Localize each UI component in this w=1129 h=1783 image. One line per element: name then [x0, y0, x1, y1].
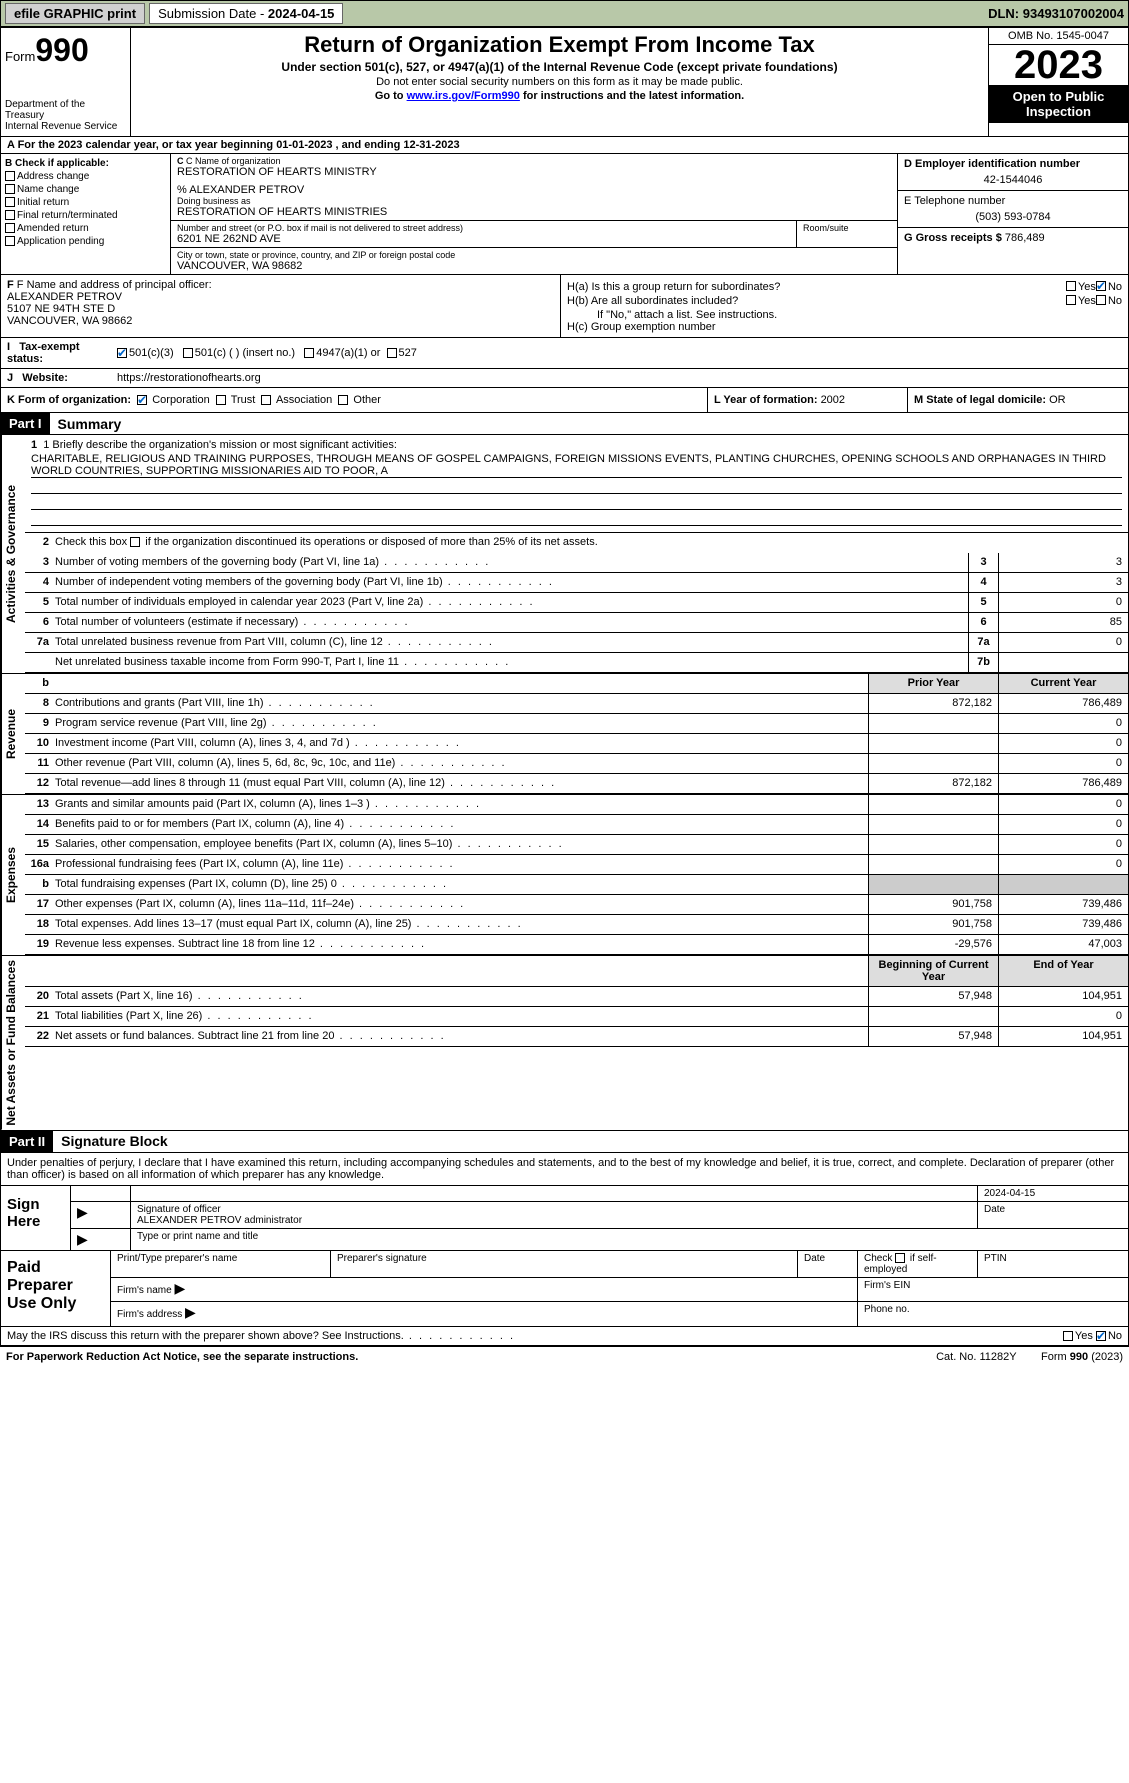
chk-501c[interactable] — [183, 348, 193, 358]
phone-block: E Telephone number (503) 593-0784 — [898, 191, 1128, 228]
state-domicile: M State of legal domicile: OR — [908, 388, 1128, 412]
dln: DLN: 93493107002004 — [988, 6, 1124, 21]
summary-line: 11Other revenue (Part VIII, column (A), … — [25, 754, 1128, 774]
summary-line: bTotal fundraising expenses (Part IX, co… — [25, 875, 1128, 895]
chk-discuss-yes[interactable] — [1063, 1331, 1073, 1341]
ein-block: D Employer identification number 42-1544… — [898, 154, 1128, 191]
city-state-zip: City or town, state or province, country… — [171, 248, 897, 274]
sign-arrow-icon: ▶ — [77, 1204, 88, 1220]
form-title: Return of Organization Exempt From Incom… — [139, 32, 980, 58]
summary-line: 4Number of independent voting members of… — [25, 573, 1128, 593]
vtab-governance: Activities & Governance — [1, 435, 25, 673]
chk-corporation[interactable] — [137, 395, 147, 405]
chk-hb-yes[interactable] — [1066, 295, 1076, 305]
paid-preparer-label: Paid Preparer Use Only — [1, 1251, 111, 1326]
summary-line: 18Total expenses. Add lines 13–17 (must … — [25, 915, 1128, 935]
room-suite: Room/suite — [797, 221, 897, 248]
part2-title: Signature Block — [53, 1133, 168, 1149]
summary-line: 13Grants and similar amounts paid (Part … — [25, 795, 1128, 815]
chk-initial-return[interactable] — [5, 197, 15, 207]
gross-receipts: G Gross receipts $ 786,489 — [898, 228, 1128, 248]
summary-line: 10Investment income (Part VIII, column (… — [25, 734, 1128, 754]
firm-arrow-icon: ▶ — [174, 1280, 185, 1296]
summary-line: 8Contributions and grants (Part VIII, li… — [25, 694, 1128, 714]
summary-line: 22Net assets or fund balances. Subtract … — [25, 1027, 1128, 1047]
form-title-block: Return of Organization Exempt From Incom… — [131, 28, 988, 136]
summary-line: 12Total revenue—add lines 8 through 11 (… — [25, 774, 1128, 794]
principal-officer: F F Name and address of principal office… — [1, 275, 561, 337]
summary-line: 5Total number of individuals employed in… — [25, 593, 1128, 613]
group-return-block: H(a) Is this a group return for subordin… — [561, 275, 1128, 337]
chk-association[interactable] — [261, 395, 271, 405]
signature-intro: Under penalties of perjury, I declare th… — [1, 1153, 1128, 1186]
mission-block: 1 1 Briefly describe the organization's … — [25, 435, 1128, 533]
submission-date: Submission Date - 2024-04-15 — [149, 3, 343, 24]
year-formation: L Year of formation: 2002 — [708, 388, 908, 412]
chk-ha-yes[interactable] — [1066, 281, 1076, 291]
street-address: Number and street (or P.O. box if mail i… — [171, 221, 797, 248]
part1-header: Part I — [1, 413, 50, 434]
summary-line: 9Program service revenue (Part VIII, lin… — [25, 714, 1128, 734]
vtab-expenses: Expenses — [1, 795, 25, 955]
summary-line: 6Total number of volunteers (estimate if… — [25, 613, 1128, 633]
chk-4947[interactable] — [304, 348, 314, 358]
summary-line: 14Benefits paid to or for members (Part … — [25, 815, 1128, 835]
chk-final-return[interactable] — [5, 210, 15, 220]
chk-discuss-no[interactable] — [1096, 1331, 1106, 1341]
page-footer: For Paperwork Reduction Act Notice, see … — [0, 1347, 1129, 1367]
vtab-revenue: Revenue — [1, 674, 25, 794]
summary-line: 20Total assets (Part X, line 16)57,94810… — [25, 987, 1128, 1007]
row-k-form-org: K Form of organization: Corporation Trus… — [1, 388, 708, 412]
part1-title: Summary — [50, 416, 122, 432]
top-toolbar: efile GRAPHIC print Submission Date - 20… — [0, 0, 1129, 27]
chk-self-employed[interactable] — [895, 1253, 905, 1263]
summary-line: 19Revenue less expenses. Subtract line 1… — [25, 935, 1128, 955]
row-a-tax-year: A For the 2023 calendar year, or tax yea… — [1, 137, 1128, 154]
chk-name-change[interactable] — [5, 184, 15, 194]
chk-amended-return[interactable] — [5, 223, 15, 233]
chk-other[interactable] — [338, 395, 348, 405]
addr-arrow-icon: ▶ — [185, 1304, 196, 1320]
sign-arrow-icon-2: ▶ — [77, 1231, 88, 1247]
org-name-block: C C Name of organization RESTORATION OF … — [171, 154, 898, 221]
vtab-netassets: Net Assets or Fund Balances — [1, 956, 25, 1130]
row-i-tax-status: I Tax-exempt status: 501(c)(3) 501(c) ( … — [1, 338, 1128, 369]
chk-line2[interactable] — [130, 537, 140, 547]
part2-header: Part II — [1, 1131, 53, 1152]
form-number-block: Form990 Department of the Treasury Inter… — [1, 28, 131, 136]
summary-line: 7aTotal unrelated business revenue from … — [25, 633, 1128, 653]
row-j-website: J Website: https://restorationofhearts.o… — [1, 369, 1128, 388]
summary-line: 17Other expenses (Part IX, column (A), l… — [25, 895, 1128, 915]
efile-print-button[interactable]: efile GRAPHIC print — [5, 3, 145, 24]
discuss-row: May the IRS discuss this return with the… — [1, 1327, 1128, 1346]
chk-application-pending[interactable] — [5, 236, 15, 246]
summary-line: 21Total liabilities (Part X, line 26)0 — [25, 1007, 1128, 1027]
chk-address-change[interactable] — [5, 171, 15, 181]
summary-line: 15Salaries, other compensation, employee… — [25, 835, 1128, 855]
chk-501c3[interactable] — [117, 348, 127, 358]
summary-line: 3Number of voting members of the governi… — [25, 553, 1128, 573]
chk-hb-no[interactable] — [1096, 295, 1106, 305]
summary-line: 16aProfessional fundraising fees (Part I… — [25, 855, 1128, 875]
year-block: OMB No. 1545-0047 2023 Open to Public In… — [988, 28, 1128, 136]
chk-527[interactable] — [387, 348, 397, 358]
chk-ha-no[interactable] — [1096, 281, 1106, 291]
irs-link[interactable]: www.irs.gov/Form990 — [407, 90, 520, 102]
summary-line: Net unrelated business taxable income fr… — [25, 653, 1128, 673]
col-b-checkboxes: B Check if applicable: Address change Na… — [1, 154, 171, 274]
chk-trust[interactable] — [216, 395, 226, 405]
sign-here-label: Sign Here — [1, 1186, 71, 1250]
